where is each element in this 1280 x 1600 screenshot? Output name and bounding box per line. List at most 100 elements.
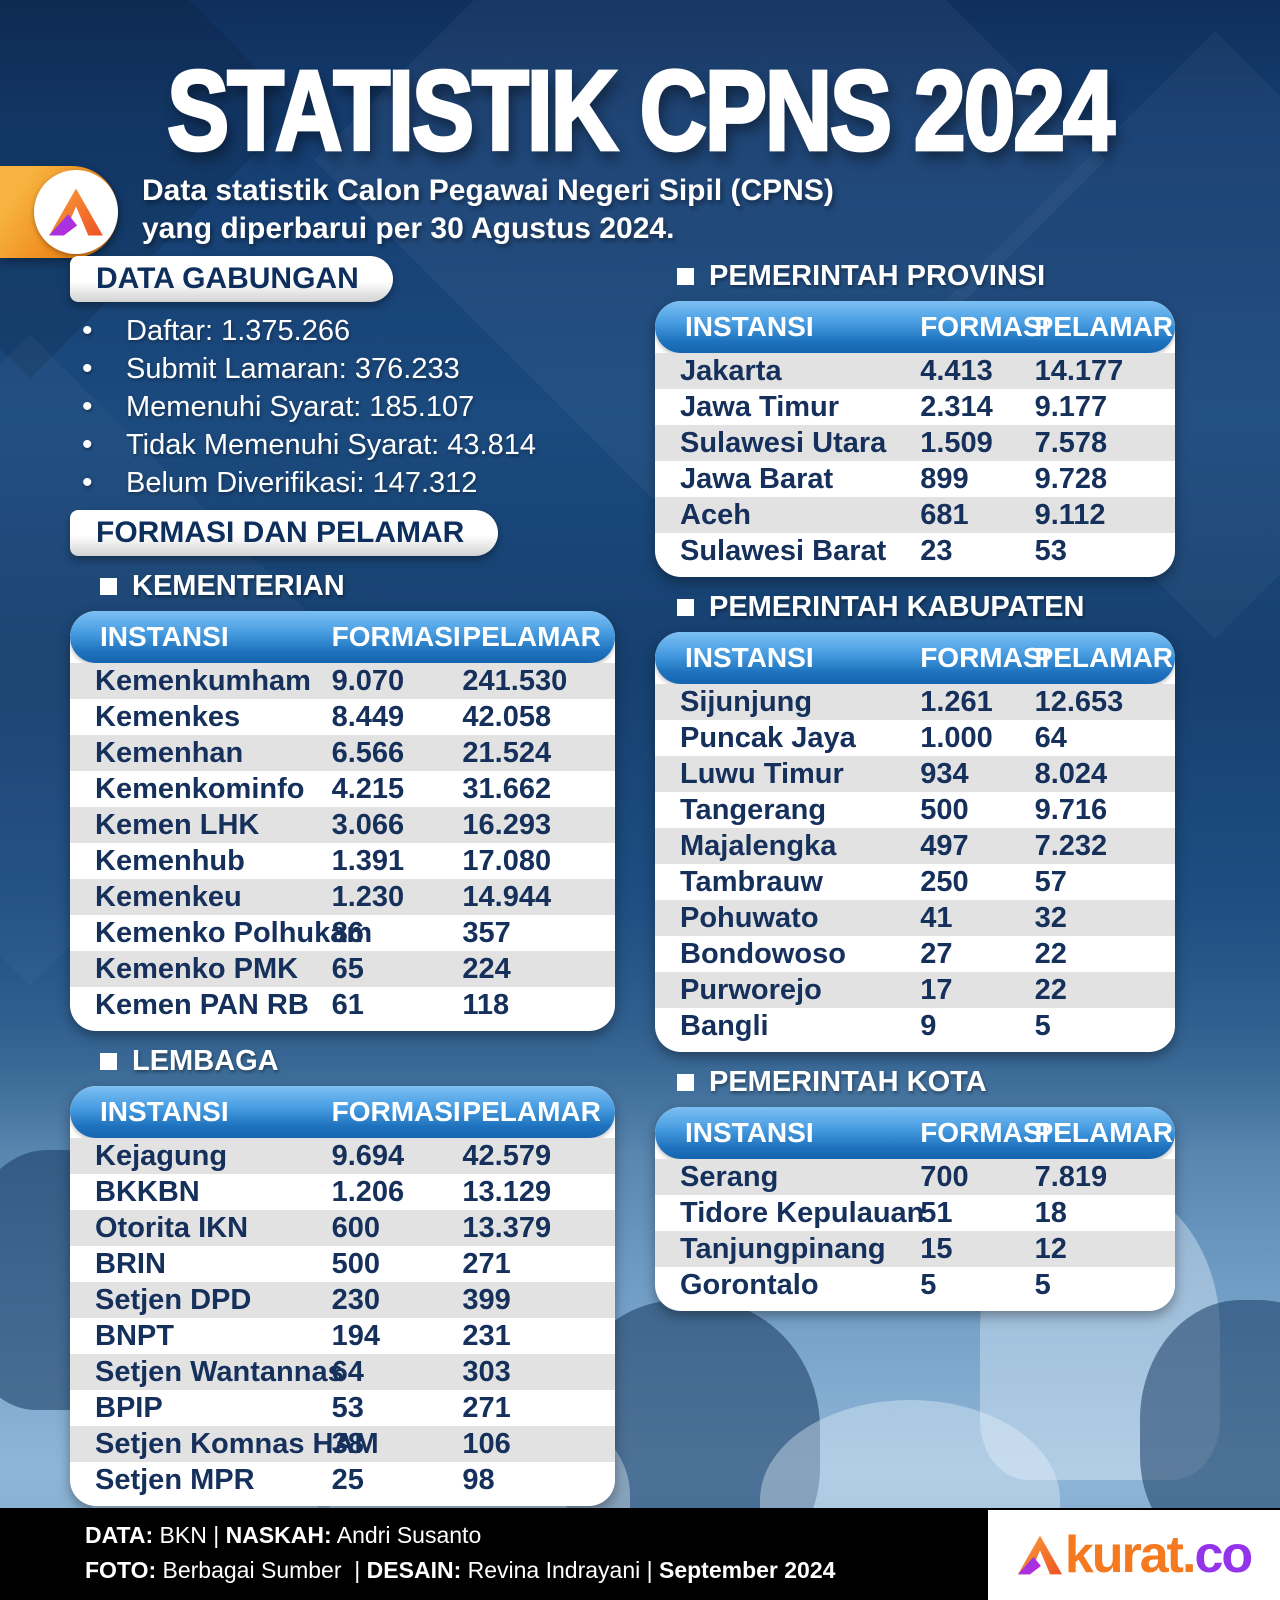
credits-line2: FOTO: Berbagai Sumber | DESAIN: Revina I… bbox=[85, 1553, 835, 1588]
col-header-pelamar: PELAMAR bbox=[462, 621, 601, 652]
formasi-cell: 41 bbox=[920, 901, 953, 934]
instansi-cell: Bangli bbox=[680, 1009, 769, 1042]
table-row: Kemen PAN RB 61 118 bbox=[70, 987, 615, 1023]
formasi-cell: 9.070 bbox=[331, 664, 405, 697]
table-row: Setjen MPR 25 98 bbox=[70, 1462, 615, 1498]
pelamar-cell: 118 bbox=[462, 988, 510, 1021]
pelamar-cell: 13.129 bbox=[462, 1175, 552, 1208]
pelamar-cell: 5 bbox=[1034, 1009, 1051, 1042]
instansi-cell: Otorita IKN bbox=[95, 1211, 249, 1244]
table-body: Serang 700 7.819 Tidore Kepulauan 51 18 Tanjun… bbox=[655, 1159, 1175, 1303]
akurat-a-icon bbox=[1017, 1535, 1062, 1575]
section-label-text: PEMERINTAH KOTA bbox=[709, 1066, 987, 1098]
table-row: Kemen LHK 3.066 16.293 bbox=[70, 807, 615, 843]
formasi-cell: 497 bbox=[920, 829, 969, 862]
col-header-pelamar: PELAMAR bbox=[462, 1096, 601, 1127]
pelamar-cell: 42.058 bbox=[462, 700, 552, 733]
stat-list-item: Memenuhi Syarat: 185.107 bbox=[82, 388, 615, 426]
instansi-cell: Purworejo bbox=[680, 973, 822, 1006]
formasi-cell: 700 bbox=[920, 1160, 969, 1193]
stat-list-item: Belum Diverifikasi: 147.312 bbox=[82, 464, 615, 502]
instansi-cell: Jakarta bbox=[680, 354, 782, 387]
table-row: Kemenkominfo 4.215 31.662 bbox=[70, 771, 615, 807]
formasi-cell: 4.215 bbox=[331, 772, 405, 805]
table-row: Setjen Komnas HAM 38 106 bbox=[70, 1426, 615, 1462]
pelamar-cell: 7.819 bbox=[1034, 1160, 1108, 1193]
instansi-cell: Kemen LHK bbox=[95, 808, 260, 841]
square-bullet-icon bbox=[677, 268, 694, 285]
table-row: Kemenko PMK 65 224 bbox=[70, 951, 615, 987]
instansi-cell: Kemenkes bbox=[95, 700, 241, 733]
col-header-formasi: FORMASI bbox=[920, 1117, 1050, 1148]
formasi-cell: 250 bbox=[920, 865, 969, 898]
instansi-cell: BNPT bbox=[95, 1319, 174, 1352]
akurat-footer-logo: kurat. co bbox=[988, 1510, 1280, 1600]
table-row: Pohuwato 41 32 bbox=[655, 900, 1175, 936]
formasi-cell: 86 bbox=[331, 916, 364, 949]
table-lembaga: INSTANSI FORMASI PELAMAR Kejagung 9.694 42… bbox=[70, 1086, 615, 1506]
instansi-cell: Jawa Timur bbox=[680, 390, 840, 423]
formasi-cell: 1.261 bbox=[920, 685, 993, 718]
subtitle-line2: yang diperbarui per 30 Agustus 2024. bbox=[142, 212, 675, 245]
instansi-cell: Kemenkeu bbox=[95, 880, 242, 913]
table-row: Kemenko Polhukam 86 357 bbox=[70, 915, 615, 951]
pelamar-cell: 9.716 bbox=[1034, 793, 1108, 826]
table-row: Kemenhan 6.566 21.524 bbox=[70, 735, 615, 771]
formasi-cell: 500 bbox=[920, 793, 969, 826]
section-label-lembaga: LEMBAGA bbox=[100, 1045, 615, 1078]
instansi-cell: Kemenkominfo bbox=[95, 772, 305, 805]
table-row: Kemenkeu 1.230 14.944 bbox=[70, 879, 615, 915]
formasi-cell: 61 bbox=[331, 988, 364, 1021]
col-header-instansi: INSTANSI bbox=[685, 642, 814, 673]
col-header-formasi: FORMASI bbox=[331, 1096, 461, 1127]
instansi-cell: Setjen Komnas HAM bbox=[95, 1427, 379, 1460]
table-row: BRIN 500 271 bbox=[70, 1246, 615, 1282]
section-label-kota: PEMERINTAH KOTA bbox=[677, 1066, 1175, 1099]
instansi-cell: Kemenkumham bbox=[95, 664, 311, 697]
formasi-cell: 899 bbox=[920, 462, 969, 495]
section-label-kabupaten: PEMERINTAH KABUPATEN bbox=[677, 591, 1175, 624]
credits-line1: DATA: BKN | NASKAH: Andri Susanto bbox=[85, 1518, 835, 1553]
formasi-cell: 51 bbox=[920, 1196, 953, 1229]
logo-text-main: kurat. bbox=[1064, 1526, 1197, 1584]
table-row: Sijunjung 1.261 12.653 bbox=[655, 684, 1175, 720]
table-row: Kemenhub 1.391 17.080 bbox=[70, 843, 615, 879]
table-row: Jakarta 4.413 14.177 bbox=[655, 353, 1175, 389]
table-row: Sulawesi Utara 1.509 7.578 bbox=[655, 425, 1175, 461]
credits: DATA: BKN | NASKAH: Andri Susanto FOTO: … bbox=[85, 1518, 835, 1588]
pelamar-cell: 57 bbox=[1034, 865, 1067, 898]
instansi-cell: Setjen DPD bbox=[95, 1283, 252, 1316]
col-header-instansi: INSTANSI bbox=[685, 311, 814, 342]
instansi-cell: Gorontalo bbox=[680, 1268, 819, 1301]
instansi-cell: Sulawesi Barat bbox=[680, 534, 887, 567]
formasi-cell: 1.230 bbox=[331, 880, 405, 913]
col-header-pelamar: PELAMAR bbox=[1034, 642, 1174, 673]
page-title: STATISTIK CPNS 2024 bbox=[166, 45, 1117, 176]
logo-text-suffix: co bbox=[1194, 1526, 1253, 1584]
pelamar-cell: 7.232 bbox=[1034, 829, 1108, 862]
pelamar-cell: 241.530 bbox=[462, 664, 568, 697]
formasi-cell: 25 bbox=[331, 1463, 364, 1496]
stat-list-item: Submit Lamaran: 376.233 bbox=[82, 350, 615, 388]
footer-label: DATA: bbox=[85, 1522, 154, 1548]
subtitle-line1: Data statistik Calon Pegawai Negeri Sipi… bbox=[142, 174, 834, 207]
instansi-cell: Kemen PAN RB bbox=[95, 988, 309, 1021]
table-row: Jawa Barat 899 9.728 bbox=[655, 461, 1175, 497]
formasi-cell: 230 bbox=[331, 1283, 380, 1316]
table-row: BPIP 53 271 bbox=[70, 1390, 615, 1426]
col-header-instansi: INSTANSI bbox=[100, 1096, 229, 1127]
footer-text: Revina Indrayani bbox=[461, 1557, 647, 1583]
akurat-badge-ribbon bbox=[0, 166, 118, 258]
table-row: Kemenkes 8.449 42.058 bbox=[70, 699, 615, 735]
subtitle: Data statistik Calon Pegawai Negeri Sipi… bbox=[142, 172, 834, 248]
instansi-cell: Kemenko PMK bbox=[95, 952, 299, 985]
instansi-cell: Kejagung bbox=[95, 1139, 228, 1172]
formasi-cell: 9 bbox=[920, 1009, 937, 1042]
pelamar-cell: 13.379 bbox=[462, 1211, 552, 1244]
section-label-text: LEMBAGA bbox=[132, 1045, 279, 1077]
pelamar-cell: 22 bbox=[1034, 973, 1067, 1006]
formasi-cell: 600 bbox=[331, 1211, 380, 1244]
table-row: Majalengka 497 7.232 bbox=[655, 828, 1175, 864]
table-row: Tangerang 500 9.716 bbox=[655, 792, 1175, 828]
